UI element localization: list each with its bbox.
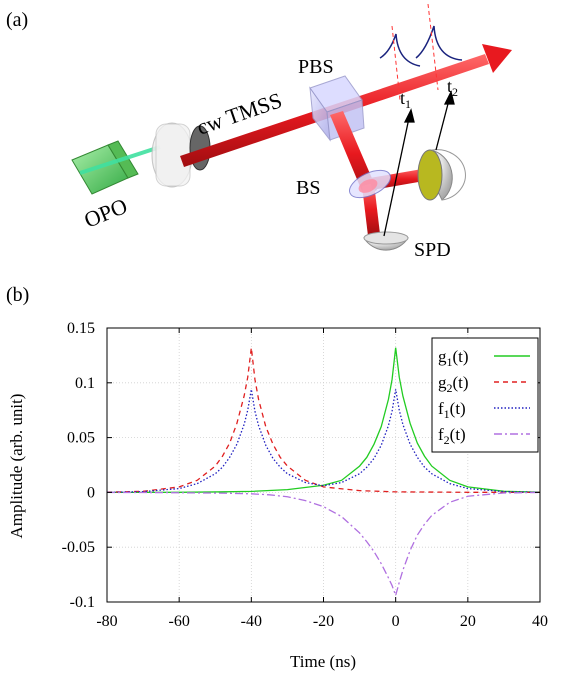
series-line-g1	[106, 347, 541, 494]
legend-entry-f2: f2(t)	[438, 425, 466, 447]
opo-label: OPO	[81, 193, 131, 233]
legend-entry-f1: f1(t)	[438, 399, 466, 421]
panel-a-label: (a)	[6, 9, 28, 31]
y-tick-label: -0.05	[62, 539, 95, 556]
x-axis-label: Time (ns)	[290, 652, 356, 671]
t1-label: t1	[400, 88, 411, 111]
bs-element	[349, 169, 391, 199]
x-tick-label: 20	[460, 613, 476, 630]
x-tick-label: -20	[313, 613, 334, 630]
spd-label: SPD	[414, 239, 451, 261]
x-tick-label: -40	[241, 613, 262, 630]
chart-legend: g1(t) g2(t) f1(t) f2(t)	[431, 337, 539, 453]
t2-label: t2	[447, 76, 458, 99]
opo-crystal	[71, 140, 161, 195]
chart-ticks: -80 -60 -40 -20 0 20 40 -0.1 -0.05 0 0.05 0.1 0.15	[62, 320, 548, 630]
y-tick-label: 0.05	[67, 430, 95, 447]
panel-a-figure: (a) OPO cw TMSS PBS BS	[6, 3, 512, 261]
amplitude-chart: -80 -60 -40 -20 0 20 40 -0.1 -0.05 0 0.05 0.1 0.15 g…	[7, 320, 548, 671]
legend-entry-g1: g1(t)	[438, 347, 469, 369]
x-tick-label: 0	[392, 613, 400, 630]
chart-series	[106, 347, 541, 598]
detection-arrows	[383, 90, 455, 237]
y-tick-label: 0.15	[67, 320, 95, 337]
legend-box	[431, 337, 539, 453]
bs-label: BS	[296, 177, 320, 199]
pulse-shapes	[379, 3, 463, 101]
pbs-label: PBS	[298, 56, 334, 78]
y-tick-label: -0.1	[70, 594, 95, 611]
spd-detector-bottom	[363, 231, 409, 251]
y-tick-label: 0.1	[75, 375, 95, 392]
series-line-f1	[106, 389, 541, 493]
legend-entry-g2: g2(t)	[438, 373, 469, 395]
x-tick-label: 40	[532, 613, 548, 630]
series-line-f2	[106, 491, 541, 598]
x-tick-label: -80	[96, 613, 117, 630]
x-tick-label: -60	[169, 613, 190, 630]
panel-b-label: (b)	[6, 284, 30, 306]
spd-detector-right	[417, 149, 466, 201]
y-axis-label: Amplitude (arb. unit)	[7, 394, 26, 539]
series-line-g2	[106, 347, 541, 494]
y-tick-label: 0	[87, 484, 95, 501]
